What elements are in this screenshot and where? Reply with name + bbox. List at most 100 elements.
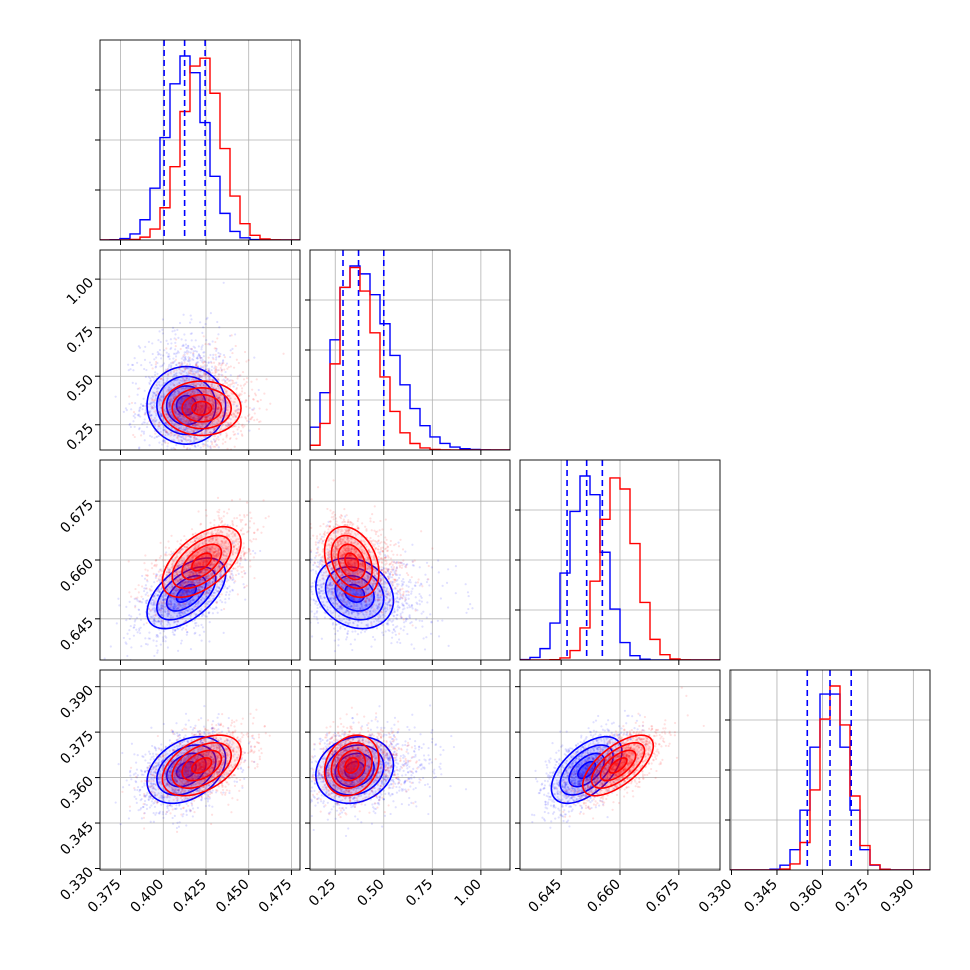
scatter-point bbox=[207, 397, 210, 400]
scatter-point bbox=[197, 425, 200, 428]
scatter-point bbox=[142, 430, 146, 433]
scatter-point bbox=[172, 352, 176, 355]
scatter-point bbox=[176, 328, 179, 331]
scatter-point bbox=[191, 456, 193, 458]
scatter-point bbox=[180, 439, 184, 442]
scatter-point bbox=[207, 445, 210, 448]
scatter-point bbox=[172, 357, 175, 360]
scatter-point bbox=[211, 410, 215, 413]
scatter-point bbox=[215, 426, 218, 429]
scatter-point bbox=[190, 373, 194, 376]
scatter-point bbox=[122, 410, 125, 413]
scatter-point bbox=[181, 397, 184, 401]
scatter-point bbox=[203, 431, 206, 435]
scatter-point bbox=[207, 343, 210, 346]
histogram-blue-0 bbox=[100, 55, 300, 240]
scatter-point bbox=[194, 414, 197, 417]
scatter-point bbox=[221, 442, 224, 445]
scatter-point bbox=[164, 546, 167, 549]
scatter-point bbox=[189, 421, 192, 424]
scatter-point bbox=[182, 354, 185, 357]
scatter-point bbox=[228, 424, 231, 427]
scatter-point bbox=[224, 381, 227, 385]
scatter-point bbox=[146, 599, 149, 602]
scatter-point bbox=[189, 393, 192, 396]
scatter-point bbox=[174, 333, 177, 336]
scatter-point bbox=[164, 428, 167, 431]
scatter-point bbox=[220, 363, 224, 366]
scatter-point bbox=[191, 367, 194, 371]
scatter-point bbox=[200, 425, 203, 429]
scatter-point bbox=[159, 365, 162, 368]
scatter-point bbox=[199, 402, 203, 405]
scatter-red bbox=[128, 334, 285, 450]
scatter-point bbox=[219, 432, 222, 436]
scatter-point bbox=[147, 637, 150, 640]
scatter-point bbox=[186, 428, 189, 431]
scatter-point bbox=[235, 524, 238, 528]
scatter-point bbox=[156, 435, 159, 438]
scatter-point bbox=[186, 379, 189, 382]
scatter-point bbox=[186, 359, 189, 363]
scatter-point bbox=[156, 649, 159, 652]
scatter-point bbox=[175, 379, 178, 382]
scatter-point bbox=[213, 403, 216, 407]
scatter-point bbox=[244, 598, 247, 601]
scatter-point bbox=[183, 333, 186, 336]
scatter-point bbox=[202, 366, 205, 369]
scatter-point bbox=[197, 405, 200, 408]
scatter-point bbox=[233, 413, 236, 416]
scatter-point bbox=[184, 411, 187, 414]
scatter-point bbox=[213, 435, 216, 438]
scatter-point bbox=[223, 368, 226, 371]
scatter-point bbox=[138, 346, 142, 349]
scatter-point bbox=[139, 406, 142, 409]
scatter-point bbox=[248, 520, 252, 523]
scatter-point bbox=[167, 389, 170, 393]
scatter-point bbox=[160, 357, 163, 360]
scatter-point bbox=[169, 407, 172, 410]
scatter-point bbox=[175, 444, 178, 447]
scatter-point bbox=[197, 353, 201, 356]
scatter-point bbox=[165, 430, 168, 434]
scatter-point bbox=[166, 605, 169, 608]
scatter-point bbox=[153, 358, 156, 361]
scatter-point bbox=[146, 591, 149, 594]
scatter-point bbox=[229, 365, 232, 368]
scatter-point bbox=[173, 633, 176, 637]
scatter-point bbox=[199, 407, 203, 410]
scatter-point bbox=[149, 402, 152, 405]
scatter-point bbox=[138, 409, 141, 412]
scatter-point bbox=[213, 367, 216, 370]
scatter-point bbox=[134, 606, 137, 609]
scatter-point bbox=[182, 377, 185, 380]
scatter-point bbox=[143, 358, 147, 361]
scatter-point bbox=[179, 372, 183, 376]
scatter-point bbox=[163, 439, 166, 442]
scatter-point bbox=[130, 595, 133, 598]
scatter-point bbox=[184, 403, 187, 406]
scatter-point bbox=[150, 435, 153, 438]
scatter-point bbox=[245, 584, 248, 587]
scatter-point bbox=[218, 355, 222, 358]
scatter-point bbox=[155, 418, 158, 422]
scatter-point bbox=[169, 366, 172, 369]
scatter-point bbox=[178, 366, 181, 369]
scatter-point bbox=[156, 381, 159, 384]
scatter-point bbox=[230, 413, 234, 416]
scatter-point bbox=[164, 431, 167, 434]
scatter-point bbox=[217, 403, 220, 406]
scatter-point bbox=[200, 346, 203, 349]
scatter-point bbox=[172, 370, 176, 373]
scatter-point bbox=[183, 454, 185, 456]
scatter-point bbox=[227, 404, 230, 407]
scatter-point bbox=[178, 414, 182, 418]
scatter-point bbox=[178, 412, 181, 415]
scatter-point bbox=[166, 379, 169, 382]
scatter-point bbox=[203, 406, 206, 409]
scatter-point bbox=[127, 369, 130, 372]
scatter-point bbox=[167, 388, 170, 391]
scatter-point bbox=[169, 383, 172, 386]
scatter-point bbox=[210, 383, 214, 386]
scatter-point bbox=[177, 439, 180, 442]
